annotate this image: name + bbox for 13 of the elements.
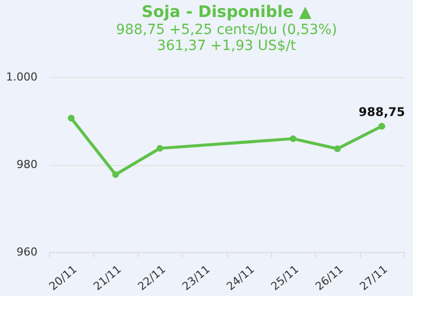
- y-tick-label: 1.000: [6, 70, 38, 84]
- point: [156, 144, 164, 152]
- point: [290, 135, 296, 142]
- text: 361,37 +1,93 US$/t: [156, 38, 297, 54]
- data-label: 988,75: [358, 105, 405, 120]
- point: [378, 122, 386, 130]
- chart-title: Soja - Disponible ▲: [142, 2, 312, 21]
- point: [112, 171, 119, 178]
- point: [334, 145, 341, 152]
- y-tick-label: 980: [16, 158, 38, 171]
- point: [68, 114, 75, 122]
- chart-subtitle: 988,75 +5,25 cents/bu (0,53%): [116, 22, 338, 38]
- y-tick-label: 960: [16, 246, 38, 258]
